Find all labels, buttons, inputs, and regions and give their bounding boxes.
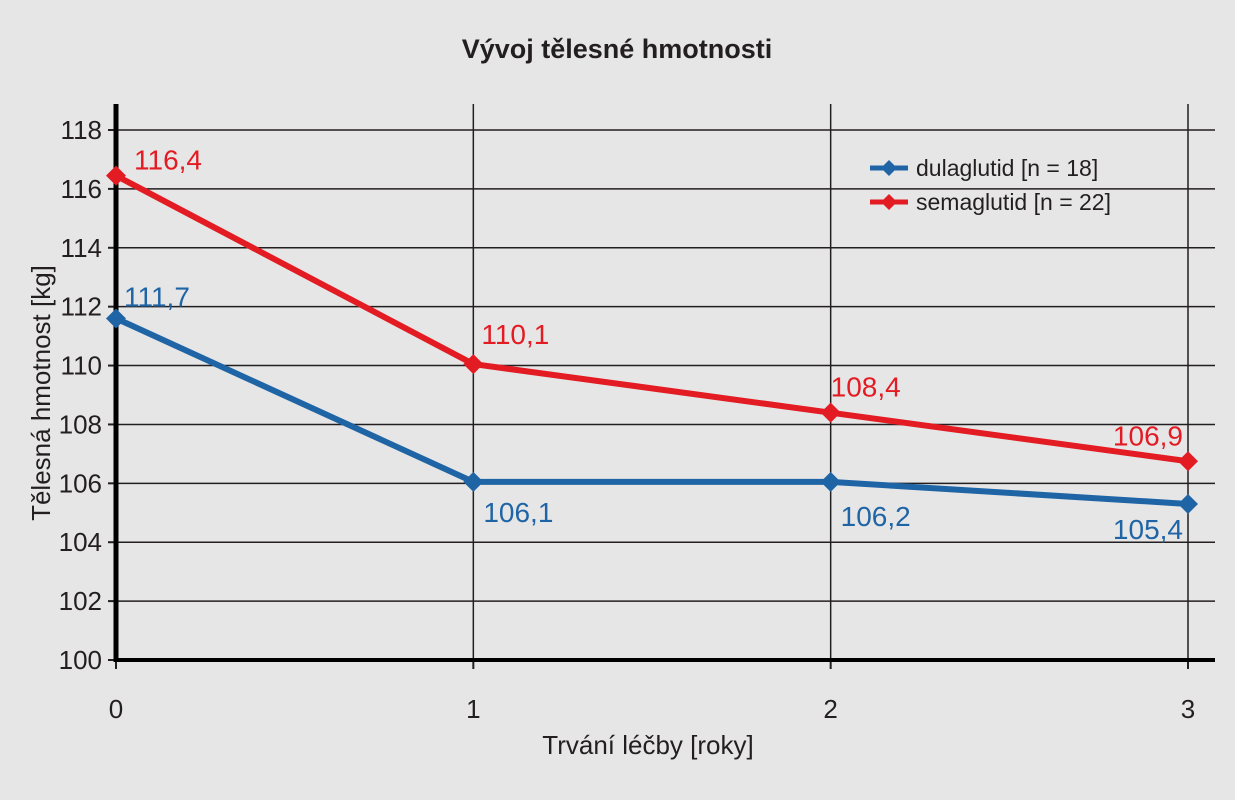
- y-axis-label: Tělesná hmotnost [kg]: [26, 265, 56, 521]
- data-point-dulaglutid: [106, 308, 126, 329]
- data-label-dulaglutid: 106,1: [483, 497, 553, 528]
- legend-label-dulaglutid: dulaglutid [n = 18]: [916, 155, 1098, 181]
- legend: dulaglutid [n = 18] semaglutid [n = 22]: [870, 155, 1111, 215]
- data-label-dulaglutid: 105,4: [1113, 514, 1183, 545]
- data-label-semaglutid: 116,4: [134, 145, 202, 176]
- y-tick-label: 100: [59, 645, 102, 675]
- axes: 100 102 104 106 108 110 112 114 116 118 0 1 2 3: [59, 104, 1215, 724]
- data-labels: 111,7 106,1 106,2 105,4 116,4 110,1 108,4 106,9: [124, 145, 1183, 545]
- x-tick-label: 3: [1181, 694, 1195, 724]
- data-label-semaglutid: 110,1: [481, 319, 549, 350]
- chart-title: Vývoj tělesné hmotnosti: [462, 34, 773, 64]
- y-tick-label: 106: [59, 468, 102, 498]
- legend-label-semaglutid: semaglutid [n = 22]: [916, 189, 1111, 215]
- y-tick-label: 114: [61, 233, 102, 263]
- grid: [116, 104, 1215, 660]
- x-tick-label: 0: [109, 694, 123, 724]
- data-point-dulaglutid: [820, 471, 841, 492]
- y-tick-label: 110: [61, 351, 102, 381]
- x-tick-label: 2: [823, 694, 837, 724]
- y-tick-label: 118: [61, 115, 102, 145]
- y-tick-label: 104: [59, 527, 102, 557]
- data-label-dulaglutid: 111,7: [124, 281, 190, 312]
- data-label-dulaglutid: 106,2: [841, 501, 911, 532]
- data-point-semaglutid: [1178, 451, 1198, 472]
- data-point-semaglutid: [463, 354, 484, 375]
- data-point-semaglutid: [106, 165, 126, 186]
- data-point-dulaglutid: [1178, 493, 1198, 514]
- data-point-dulaglutid: [463, 471, 484, 492]
- data-label-semaglutid: 108,4: [831, 372, 901, 403]
- data-label-semaglutid: 106,9: [1113, 420, 1183, 451]
- legend-marker-semaglutid: [881, 194, 897, 210]
- y-tick-label: 108: [59, 409, 102, 439]
- x-axis-label: Trvání léčby [roky]: [542, 730, 753, 760]
- series-line-semaglutid: [114, 172, 1189, 465]
- data-point-semaglutid: [820, 402, 841, 423]
- y-tick-label: 116: [61, 174, 102, 204]
- series-line-dulaglutid: [114, 315, 1189, 507]
- y-tick-label: 102: [59, 586, 102, 616]
- legend-marker-dulaglutid: [881, 160, 897, 176]
- x-tick-label: 1: [466, 694, 480, 724]
- series: [106, 165, 1198, 514]
- y-tick-label: 112: [61, 292, 102, 322]
